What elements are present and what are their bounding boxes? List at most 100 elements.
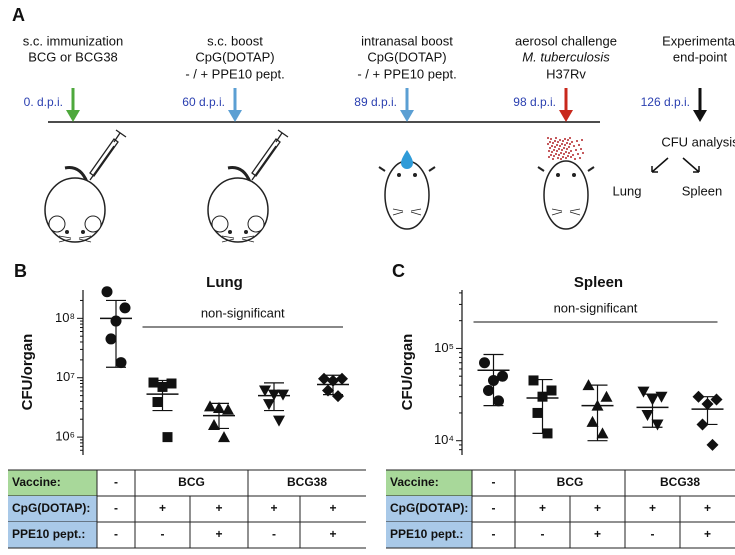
step-label: intranasal boost — [361, 33, 453, 48]
data-point — [322, 384, 334, 397]
aerosol-dot — [568, 146, 570, 148]
syringe-icon — [89, 129, 127, 181]
mouse-ear — [247, 215, 265, 233]
data-point — [222, 403, 234, 415]
data-point — [655, 391, 668, 403]
data-point — [259, 385, 271, 397]
significance-label: non-significant — [201, 305, 285, 320]
chart-title: Lung — [206, 274, 243, 291]
data-point — [483, 385, 494, 397]
table-cell: + — [159, 501, 166, 515]
table-cell: + — [215, 527, 222, 541]
aerosol-dot — [565, 157, 567, 159]
step-label: - / + PPE10 pept. — [357, 66, 456, 81]
mouse-whiskers — [58, 235, 92, 243]
y-tick-label: 10⁶ — [55, 429, 75, 444]
aerosol-dot — [554, 146, 556, 148]
mouse-icon — [537, 160, 595, 230]
data-point — [332, 390, 344, 403]
aerosol-dot — [554, 140, 556, 142]
arrow-head — [693, 110, 707, 122]
mouse-whiskers — [551, 208, 581, 216]
step-label: H37Rv — [546, 66, 586, 81]
table-cell: BCG — [178, 475, 205, 489]
aerosol-dot — [563, 153, 565, 155]
table-cell: + — [594, 501, 601, 515]
aerosol-dot — [548, 150, 550, 152]
mouse-ear — [84, 215, 102, 233]
mouse-icon — [207, 166, 269, 243]
aerosol-dot — [547, 143, 549, 145]
data-point — [101, 286, 113, 298]
table-cell: + — [649, 501, 656, 515]
aerosol-dot — [564, 144, 566, 146]
aerosol-dot — [557, 157, 559, 159]
table-cell: - — [492, 527, 496, 541]
step-label: CpG(DOTAP) — [195, 49, 274, 64]
data-point — [336, 372, 348, 385]
aerosol-dot — [548, 156, 550, 158]
mouse-eye — [244, 230, 248, 234]
data-point — [600, 390, 613, 402]
step-label: end-point — [673, 49, 728, 64]
syringe-icon — [251, 129, 289, 181]
aerosol-dot — [553, 155, 555, 157]
aerosol-dot — [574, 158, 576, 160]
data-point — [493, 395, 504, 407]
data-point — [596, 427, 609, 439]
step-label: CpG(DOTAP) — [367, 49, 446, 64]
dpi-label: 98 d.p.i. — [513, 95, 556, 109]
mouse-eye — [65, 230, 69, 234]
mouse-ears — [378, 166, 436, 172]
aerosol-dot — [577, 153, 579, 155]
step-label: aerosol challenge — [515, 33, 617, 48]
step-label: s.c. immunization — [23, 33, 123, 48]
y-tick-label: 10⁸ — [55, 310, 75, 325]
table-header-cell — [386, 496, 472, 522]
aerosol-dot — [579, 157, 581, 159]
data-point — [318, 372, 330, 385]
arrow-head — [66, 110, 80, 122]
y-axis-label: CFU/organ — [19, 334, 36, 411]
aerosol-dot — [581, 139, 583, 141]
table-cell: BCG38 — [287, 475, 327, 489]
table-header-cell — [8, 496, 97, 522]
mouse-ear — [211, 215, 229, 233]
table-cell: CpG(DOTAP): — [390, 501, 468, 515]
mouse-body — [543, 160, 589, 230]
table-cell: + — [539, 501, 546, 515]
data-point — [105, 333, 117, 345]
table-cell: + — [704, 527, 711, 541]
aerosol-dot — [566, 142, 568, 144]
data-point — [148, 377, 159, 388]
table-cell: + — [329, 527, 336, 541]
table-cell: PPE10 pept.: — [12, 527, 85, 541]
arrow-head — [228, 110, 242, 122]
data-point — [479, 357, 490, 369]
panel-label: A — [12, 5, 25, 25]
aerosol-dot — [550, 138, 552, 140]
step-label: - / + PPE10 pept. — [185, 66, 284, 81]
table-cell: + — [270, 501, 277, 515]
aerosol-dot — [567, 139, 569, 141]
aerosol-dot — [570, 156, 572, 158]
data-point — [208, 418, 220, 430]
dpi-label: 89 d.p.i. — [354, 95, 397, 109]
data-point — [152, 397, 163, 408]
aerosol-dot — [569, 137, 571, 139]
aerosol-dot — [570, 150, 572, 152]
mouse-ears — [537, 166, 595, 172]
aerosol-dot — [555, 153, 557, 155]
aerosol-dot — [565, 151, 567, 153]
aerosol-dot — [566, 148, 568, 150]
table-header-cell — [8, 470, 97, 496]
aerosol-dot — [560, 152, 562, 154]
mouse-whiskers — [392, 208, 422, 216]
dpi-label: 60 d.p.i. — [182, 95, 225, 109]
y-axis-label: CFU/organ — [399, 334, 416, 411]
aerosol-dot — [551, 145, 553, 147]
aerosol-dot — [552, 142, 554, 144]
aerosol-dot — [561, 143, 563, 145]
data-point — [162, 432, 173, 443]
